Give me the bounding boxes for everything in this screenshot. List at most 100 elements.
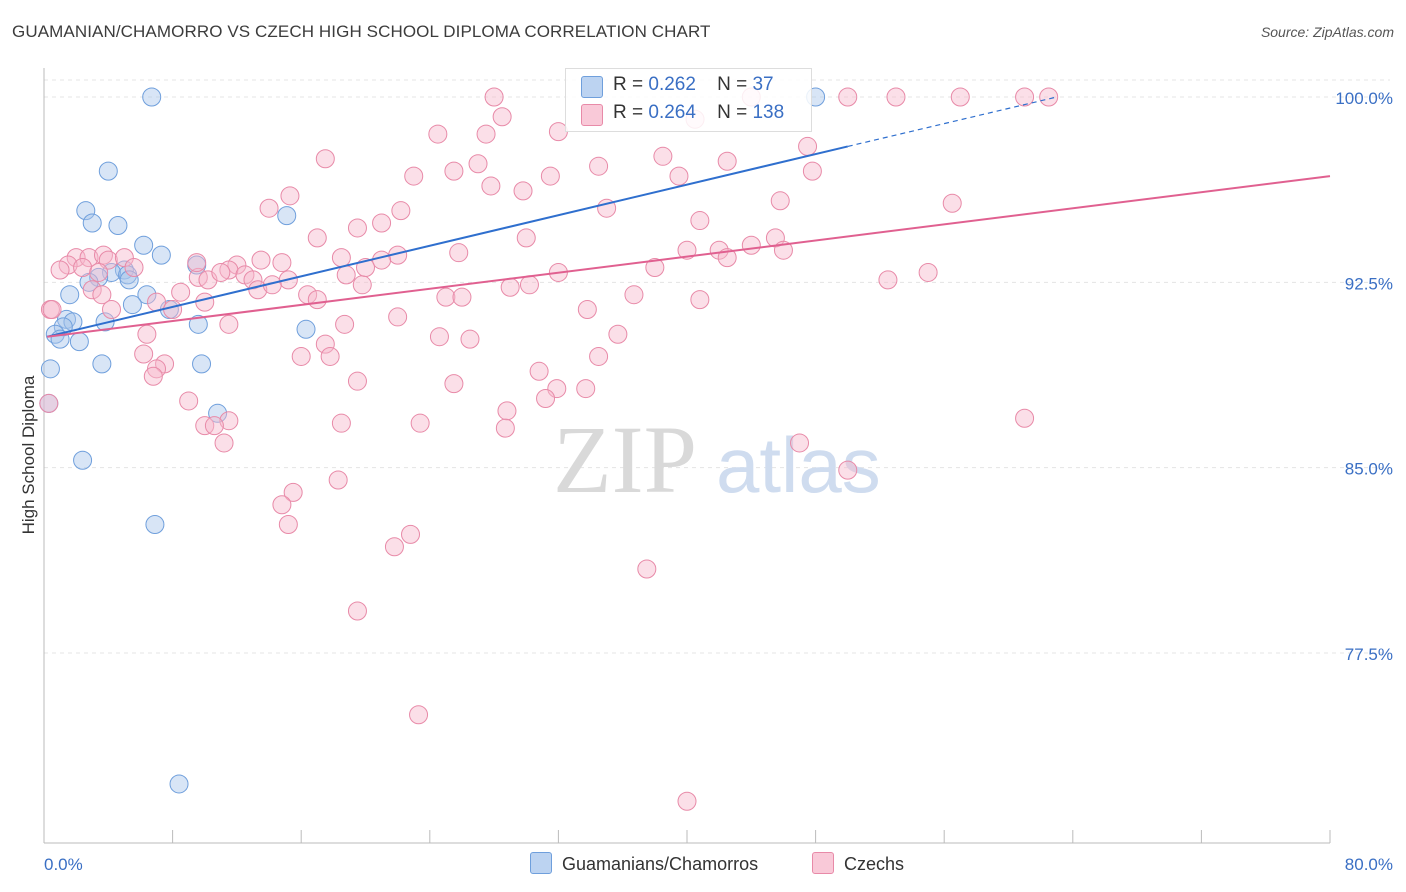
point-czech (645, 258, 665, 278)
watermark-zip: ZIP (553, 406, 697, 513)
point-guamanian (208, 403, 228, 423)
point-czech (717, 151, 737, 171)
point-czech (452, 287, 472, 307)
point-czech (272, 495, 292, 515)
point-czech (320, 346, 340, 366)
point-czech (576, 379, 596, 399)
point-czech (690, 290, 710, 310)
point-czech (513, 181, 533, 201)
legend-item-czechs[interactable]: Czechs (812, 852, 904, 875)
point-czech (540, 166, 560, 186)
point-czech (790, 433, 810, 453)
point-czech (291, 346, 311, 366)
point-czech (492, 107, 512, 127)
point-czech (137, 324, 157, 344)
point-czech (481, 176, 501, 196)
blue-r-value: 0.262 (648, 74, 696, 95)
point-czech (315, 149, 335, 169)
point-czech (495, 418, 515, 438)
point-czech (352, 275, 372, 295)
point-czech (42, 300, 62, 320)
point-czech (187, 253, 207, 273)
point-guamanian (92, 354, 112, 374)
point-czech (384, 537, 404, 557)
axis-layer (43, 68, 1331, 844)
point-czech (950, 87, 970, 107)
point-czech (171, 282, 191, 302)
point-guamanian (277, 206, 297, 226)
point-czech (1015, 408, 1035, 428)
legend-item-guamanians[interactable]: Guamanians/Chamorros (530, 852, 758, 875)
point-czech (336, 265, 356, 285)
point-czech (272, 253, 292, 273)
point-czech (500, 277, 520, 297)
point-czech (428, 124, 448, 144)
blue-swatch (581, 76, 603, 98)
legend-swatch-pink (812, 852, 834, 874)
legend-label-pink: Czechs (844, 854, 905, 874)
point-czech (214, 433, 234, 453)
label-layer: 77.5% 85.0% 92.5% 100.0% 0.0% 80.0% High Schoo… (19, 89, 1393, 874)
pink-n-label: N = (717, 102, 748, 123)
pink-n-value: 138 (752, 102, 785, 123)
point-guamanian (296, 319, 316, 339)
point-czech (536, 388, 556, 408)
point-czech (436, 287, 456, 307)
point-czech (410, 413, 430, 433)
point-guamanian (69, 332, 89, 352)
point-czech (331, 248, 351, 268)
point-czech (401, 524, 421, 544)
point-czech (468, 154, 488, 174)
point-czech (50, 260, 70, 280)
point-czech (315, 334, 335, 354)
point-czech (798, 136, 818, 156)
point-czech (347, 601, 367, 621)
point-czech (283, 482, 303, 502)
point-czech (838, 87, 858, 107)
point-czech (259, 198, 279, 218)
point-guamanian (137, 285, 157, 305)
point-czech (484, 87, 504, 107)
point-guamanian (108, 215, 128, 235)
point-czech (79, 248, 99, 268)
point-czech (39, 393, 59, 413)
trendline-guamanian-extension (847, 96, 1057, 148)
legend-swatch-blue (530, 852, 552, 874)
point-czech (347, 218, 367, 238)
point-czech (195, 416, 215, 436)
point-czech (409, 705, 429, 725)
point-czech (624, 285, 644, 305)
point-czech (251, 250, 271, 270)
point-guamanian (60, 285, 80, 305)
y-tick-label: 85.0% (1345, 460, 1393, 479)
source-label: Source: ZipAtlas.com (1260, 24, 1394, 40)
point-czech (577, 300, 597, 320)
point-czech (653, 146, 673, 166)
stats-legend (565, 68, 812, 132)
point-guamanian (82, 213, 102, 233)
point-czech (669, 166, 689, 186)
point-czech (391, 201, 411, 221)
point-czech (476, 124, 496, 144)
point-czech (497, 401, 517, 421)
blue-n-label: N = (717, 74, 748, 95)
point-czech (1015, 87, 1035, 107)
chart-title: GUAMANIAN/CHAMORRO VS CZECH HIGH SCHOOL … (12, 22, 711, 41)
point-czech (219, 411, 239, 431)
point-czech (179, 391, 199, 411)
point-guamanian (142, 87, 162, 107)
point-guamanian (169, 774, 189, 794)
point-czech (280, 186, 300, 206)
point-czech (608, 324, 628, 344)
trendline-guamanian (46, 145, 848, 338)
x-tick-label-min: 0.0% (44, 855, 83, 874)
point-czech (597, 198, 617, 218)
point-czech (82, 280, 102, 300)
point-czech (709, 240, 729, 260)
point-czech (388, 307, 408, 327)
point-czech (204, 416, 224, 436)
point-czech (741, 235, 761, 255)
watermark-atlas: atlas (716, 421, 881, 509)
point-czech (278, 515, 298, 535)
point-czech (211, 262, 231, 282)
